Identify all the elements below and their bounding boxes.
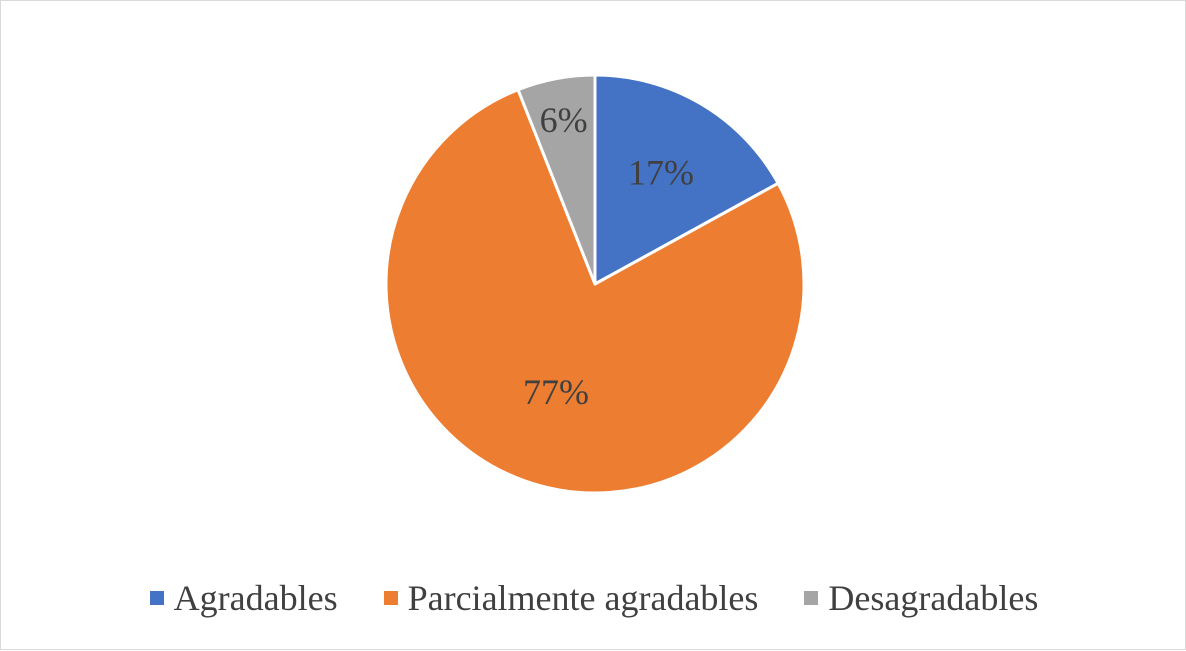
data-label-desagradables: 6% [540,100,588,140]
legend-item-desagradables: Desagradables [804,577,1038,619]
legend-swatch-desagradables [804,591,819,605]
legend-label-desagradables: Desagradables [828,578,1039,618]
pie-slice-agradables [593,73,780,286]
legend-swatch-agradables [149,591,164,605]
legend-label-agradables: Agradables [173,578,338,618]
pie-slice-parcialmente-agradables [384,88,806,495]
legend-swatch-parcialmente-agradables [383,591,398,605]
data-label-agradables: 17% [628,152,694,192]
legend-item-agradables: Agradables [149,577,338,619]
legend: Agradables Parcialmente agradables Desag… [1,573,1186,623]
pie-slice-desagradables [516,73,597,286]
data-label-parcialmente-agradables: 77% [523,372,589,412]
legend-label-parcialmente-agradables: Parcialmente agradables [407,578,759,618]
legend-item-parcialmente-agradables: Parcialmente agradables [383,577,759,619]
